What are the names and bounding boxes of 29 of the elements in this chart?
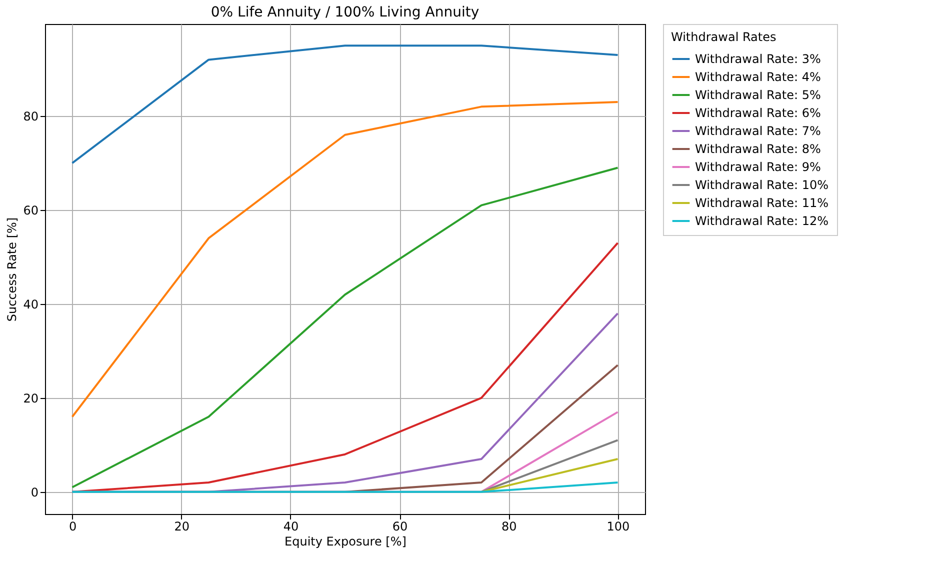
legend-label: Withdrawal Rate: 12%: [695, 214, 829, 228]
x-tick-label: 0: [68, 520, 77, 534]
legend-label: Withdrawal Rate: 4%: [695, 70, 821, 84]
legend-title: Withdrawal Rates: [671, 30, 776, 44]
legend-label: Withdrawal Rate: 10%: [695, 178, 829, 192]
x-axis-title: Equity Exposure [%]: [284, 534, 406, 548]
legend-label: Withdrawal Rate: 9%: [695, 160, 821, 174]
y-tick-label: 40: [23, 298, 38, 312]
legend-label: Withdrawal Rate: 3%: [695, 52, 821, 66]
legend-label: Withdrawal Rate: 5%: [695, 88, 821, 102]
legend-label: Withdrawal Rate: 8%: [695, 142, 821, 156]
chart-title: 0% Life Annuity / 100% Living Annuity: [210, 4, 480, 20]
legend-label: Withdrawal Rate: 6%: [695, 106, 821, 120]
y-axis-title: Success Rate [%]: [5, 217, 20, 322]
x-tick-label: 40: [283, 520, 299, 534]
x-tick-label: 60: [392, 520, 408, 534]
legend-label: Withdrawal Rate: 11%: [695, 196, 829, 210]
line-series: [71, 166, 619, 488]
line-series: [71, 44, 619, 164]
y-tick-label: 20: [23, 391, 38, 406]
legend-label: Withdrawal Rate: 7%: [695, 124, 821, 138]
line-series: [71, 100, 619, 418]
y-tick-label: 0: [30, 485, 38, 500]
line-series: [71, 242, 619, 493]
x-tick-label: 100: [606, 520, 630, 534]
y-tick-label: 60: [23, 204, 38, 218]
y-tick-label: 80: [23, 110, 38, 124]
x-tick-label: 80: [501, 520, 517, 534]
x-tick-label: 20: [174, 520, 190, 534]
